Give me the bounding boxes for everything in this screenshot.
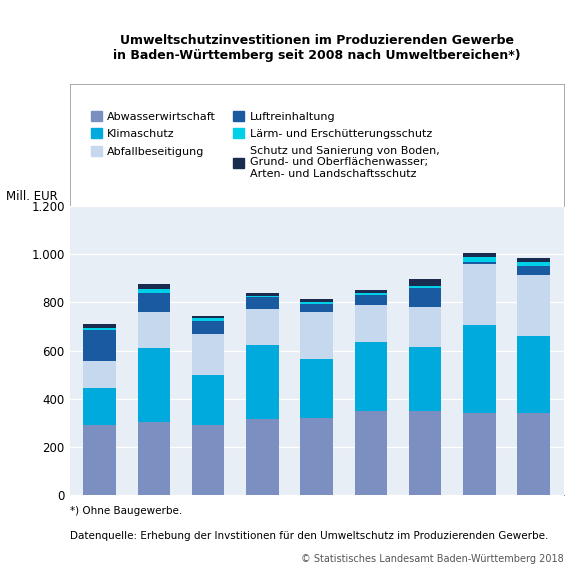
Bar — [138, 284, 170, 290]
Bar — [409, 347, 442, 411]
Text: © Statistisches Landesamt Baden-Württemberg 2018: © Statistisches Landesamt Baden-Württemb… — [301, 554, 564, 564]
Bar — [409, 307, 442, 347]
Bar — [300, 302, 333, 303]
Bar — [83, 330, 116, 361]
Bar — [192, 316, 224, 318]
Bar — [463, 256, 496, 262]
Bar — [518, 262, 550, 266]
Bar — [463, 264, 496, 325]
Bar — [463, 262, 496, 264]
Bar — [192, 318, 224, 321]
Bar — [192, 426, 224, 495]
Bar — [138, 348, 170, 422]
Bar — [246, 309, 279, 345]
Bar — [354, 294, 387, 295]
Legend: Abwasserwirtschaft, Klimaschutz, Abfallbeseitigung, Luftreinhaltung, Lärm- und E: Abwasserwirtschaft, Klimaschutz, Abfallb… — [85, 105, 445, 185]
Bar — [300, 359, 333, 418]
Bar — [246, 294, 279, 296]
Bar — [246, 419, 279, 495]
Bar — [246, 345, 279, 419]
Bar — [354, 290, 387, 294]
Bar — [83, 328, 116, 330]
Bar — [354, 342, 387, 411]
Text: Mill. EUR: Mill. EUR — [6, 190, 58, 203]
Bar — [83, 324, 116, 328]
Bar — [409, 288, 442, 307]
Bar — [518, 336, 550, 413]
Bar — [463, 325, 496, 413]
Bar — [518, 266, 550, 275]
Bar — [300, 312, 333, 359]
Bar — [463, 413, 496, 495]
Text: *) Ohne Baugewerbe.: *) Ohne Baugewerbe. — [70, 506, 182, 516]
Text: Umweltschutzinvestitionen im Produzierenden Gewerbe
in Baden-Württemberg seit 20: Umweltschutzinvestitionen im Produzieren… — [113, 34, 521, 62]
Bar — [518, 413, 550, 495]
Bar — [354, 411, 387, 495]
Bar — [409, 411, 442, 495]
Bar — [83, 388, 116, 426]
Bar — [83, 426, 116, 495]
Bar — [300, 418, 333, 495]
Bar — [354, 305, 387, 342]
Bar — [246, 297, 279, 309]
Bar — [138, 422, 170, 495]
Bar — [246, 296, 279, 297]
Bar — [354, 295, 387, 305]
Bar — [83, 361, 116, 388]
Bar — [300, 303, 333, 312]
Bar — [192, 375, 224, 426]
Bar — [138, 290, 170, 293]
Bar — [409, 286, 442, 288]
Bar — [463, 253, 496, 256]
Bar — [409, 279, 442, 286]
Text: Datenquelle: Erhebung der Invstitionen für den Umweltschutz im Produzierenden Ge: Datenquelle: Erhebung der Invstitionen f… — [70, 532, 548, 541]
Bar — [138, 293, 170, 312]
Bar — [518, 258, 550, 262]
Bar — [300, 299, 333, 302]
Bar — [518, 275, 550, 336]
Bar — [138, 312, 170, 348]
Bar — [192, 334, 224, 375]
Bar — [192, 321, 224, 334]
